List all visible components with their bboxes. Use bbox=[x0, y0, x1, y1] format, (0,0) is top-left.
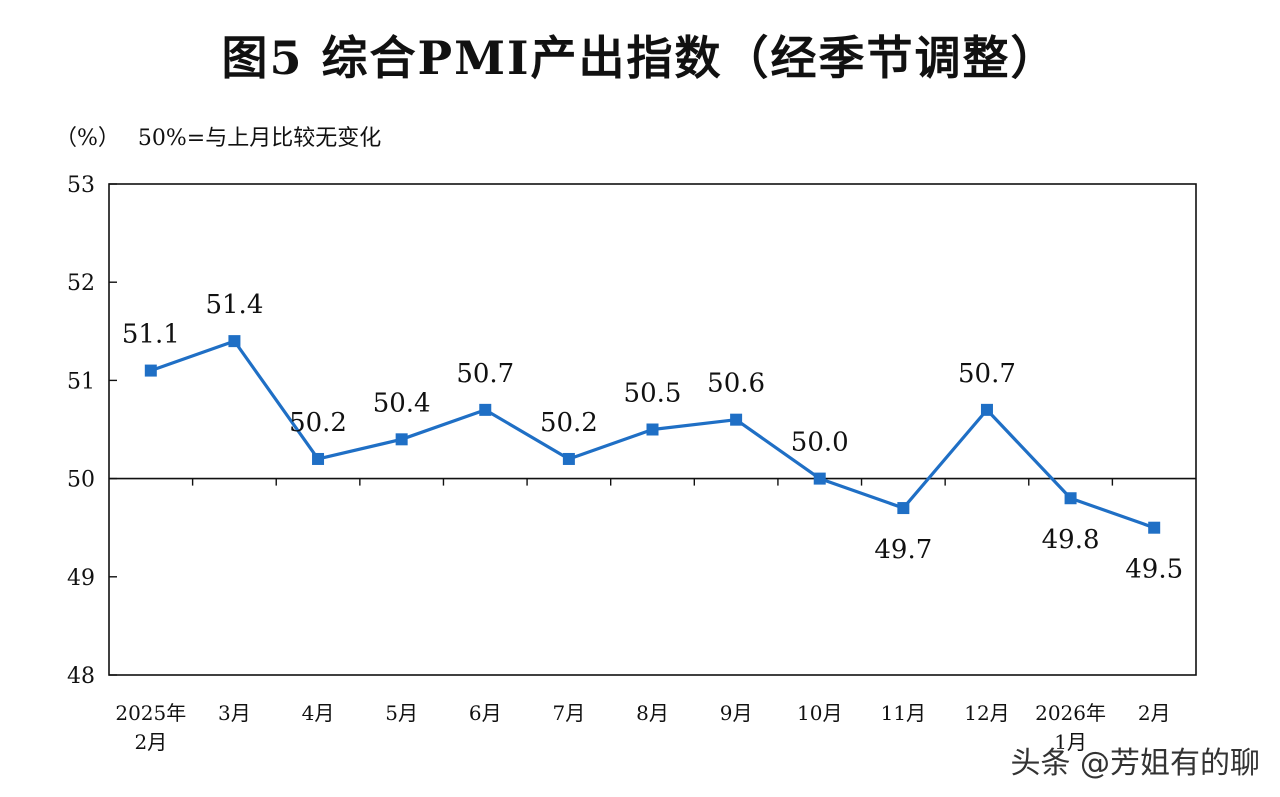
data-label: 51.4 bbox=[205, 290, 263, 320]
x-tick-label: 3月 bbox=[218, 701, 251, 725]
data-point-marker bbox=[730, 413, 743, 426]
y-tick-label: 52 bbox=[67, 271, 95, 296]
data-label: 50.6 bbox=[707, 369, 765, 399]
x-tick-label: 4月 bbox=[302, 701, 335, 725]
x-tick-label: 7月 bbox=[553, 701, 586, 725]
x-tick-label: 6月 bbox=[469, 701, 502, 725]
x-tick-label: 1月 bbox=[1054, 730, 1087, 754]
data-point-marker bbox=[1064, 492, 1077, 505]
y-tick-label: 48 bbox=[67, 664, 95, 689]
data-label: 50.4 bbox=[373, 388, 431, 418]
data-label: 49.8 bbox=[1042, 525, 1100, 555]
y-tick-label: 53 bbox=[67, 173, 95, 198]
data-label: 50.2 bbox=[289, 408, 347, 438]
y-axis-unit-note: （%） 50%=与上月比较无变化 bbox=[55, 120, 399, 152]
x-tick-label: 2025年 bbox=[115, 701, 186, 725]
x-tick-label: 2月 bbox=[1138, 701, 1171, 725]
data-point-marker bbox=[813, 472, 826, 485]
plot-frame bbox=[108, 183, 1197, 676]
data-label: 51.1 bbox=[122, 320, 180, 350]
data-point-marker bbox=[1148, 521, 1161, 534]
y-axis-unit: （%） bbox=[55, 126, 120, 151]
data-point-marker bbox=[479, 403, 492, 416]
data-point-marker bbox=[395, 433, 408, 446]
data-point-marker bbox=[646, 423, 659, 436]
data-point-marker bbox=[312, 452, 325, 465]
watermark: 头条 @芳姐有的聊 bbox=[1010, 746, 1260, 781]
x-tick-label: 12月 bbox=[964, 701, 1009, 725]
data-point-marker bbox=[228, 335, 241, 348]
data-label: 50.5 bbox=[624, 379, 682, 409]
data-label: 50.2 bbox=[540, 408, 598, 438]
x-tick-label: 8月 bbox=[636, 701, 669, 725]
x-tick-label: 5月 bbox=[385, 701, 418, 725]
data-label: 50.7 bbox=[456, 359, 514, 389]
data-label: 49.7 bbox=[874, 535, 932, 565]
data-label: 50.0 bbox=[791, 428, 849, 458]
y-tick-label: 50 bbox=[67, 468, 95, 493]
x-tick-label: 2026年 bbox=[1035, 701, 1106, 725]
x-tick-label: 10月 bbox=[797, 701, 842, 725]
y-tick-label: 49 bbox=[67, 566, 95, 591]
data-label: 50.7 bbox=[958, 359, 1016, 389]
data-point-marker bbox=[562, 452, 575, 465]
data-label: 49.5 bbox=[1125, 555, 1183, 585]
data-point-marker bbox=[897, 502, 910, 515]
baseline-note: 50%=与上月比较无变化 bbox=[137, 126, 382, 151]
chart-title: 图5 综合PMI产出指数（经季节调整） bbox=[221, 31, 1059, 85]
data-point-marker bbox=[980, 403, 993, 416]
x-tick-label: 11月 bbox=[881, 701, 926, 725]
y-tick-label: 51 bbox=[67, 369, 95, 394]
x-tick-label: 9月 bbox=[720, 701, 753, 725]
x-tick-label: 2月 bbox=[134, 730, 167, 754]
data-point-marker bbox=[144, 364, 157, 377]
